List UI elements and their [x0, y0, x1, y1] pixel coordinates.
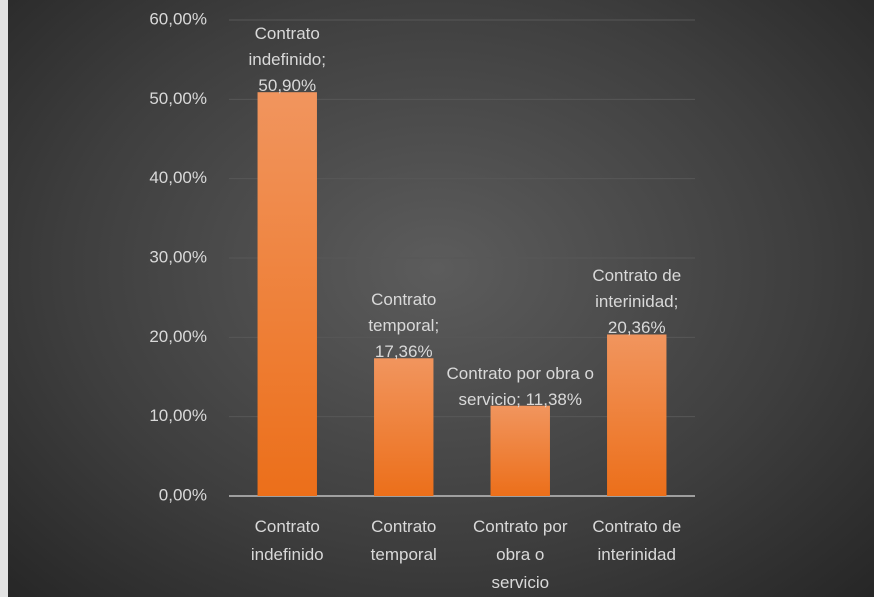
bar — [374, 358, 434, 496]
y-tick-label: 40,00% — [149, 168, 207, 187]
y-tick-label: 60,00% — [149, 9, 207, 28]
y-tick-label: 30,00% — [149, 247, 207, 266]
x-tick-label: Contrato de interinidad — [592, 517, 682, 564]
bar — [490, 405, 550, 496]
data-label: Contrato de interinidad; 20,36% — [592, 266, 682, 338]
side-strip — [0, 0, 8, 597]
y-tick-label: 20,00% — [149, 327, 207, 346]
x-tick-label: Contrato por obra o servicio — [473, 517, 568, 592]
y-tick-label: 10,00% — [149, 406, 207, 425]
bar — [257, 92, 317, 497]
data-label: Contrato temporal; 17,36% — [368, 290, 440, 362]
data-label: Contrato por obra o servicio; 11,38% — [446, 363, 594, 409]
y-tick-label: 50,00% — [149, 89, 207, 108]
bar — [607, 334, 667, 496]
data-label: Contrato indefinido; 50,90% — [248, 24, 326, 96]
x-tick-label: Contrato indefinido — [250, 517, 324, 564]
y-tick-label: 0,00% — [159, 485, 207, 504]
x-tick-label: Contrato temporal — [370, 517, 437, 564]
